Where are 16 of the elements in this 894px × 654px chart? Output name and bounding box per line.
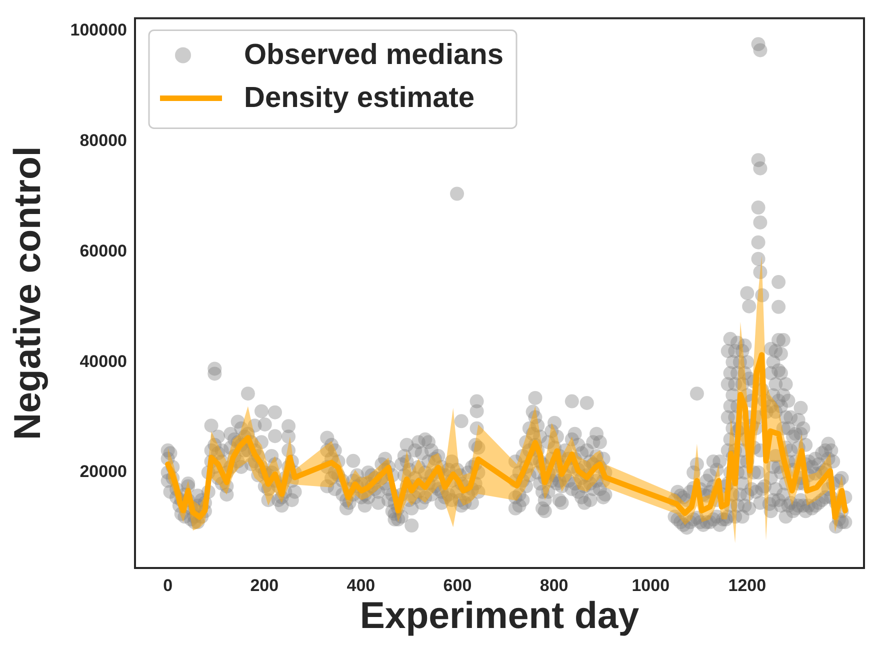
y-tick-label: 40000 (80, 352, 127, 371)
x-tick-label: 400 (346, 576, 376, 595)
legend-label: Observed medians (244, 39, 504, 72)
y-axis-title: Negative control (6, 146, 48, 440)
x-axis-title: Experiment day (360, 594, 640, 636)
y-tick-label: 100000 (70, 20, 127, 40)
x-tick-label: 1000 (632, 576, 670, 595)
x-tick-label: 200 (250, 576, 279, 595)
y-tick-label: 60000 (80, 241, 127, 260)
x-tick-label: 800 (540, 576, 568, 595)
x-tick-label: 1200 (728, 576, 766, 595)
y-tick-label: 20000 (80, 462, 127, 482)
x-tick-label: 600 (443, 576, 472, 595)
legend-label: Density estimate (244, 82, 474, 114)
y-tick-label: 80000 (80, 130, 127, 150)
x-tick-label: 0 (163, 576, 173, 595)
